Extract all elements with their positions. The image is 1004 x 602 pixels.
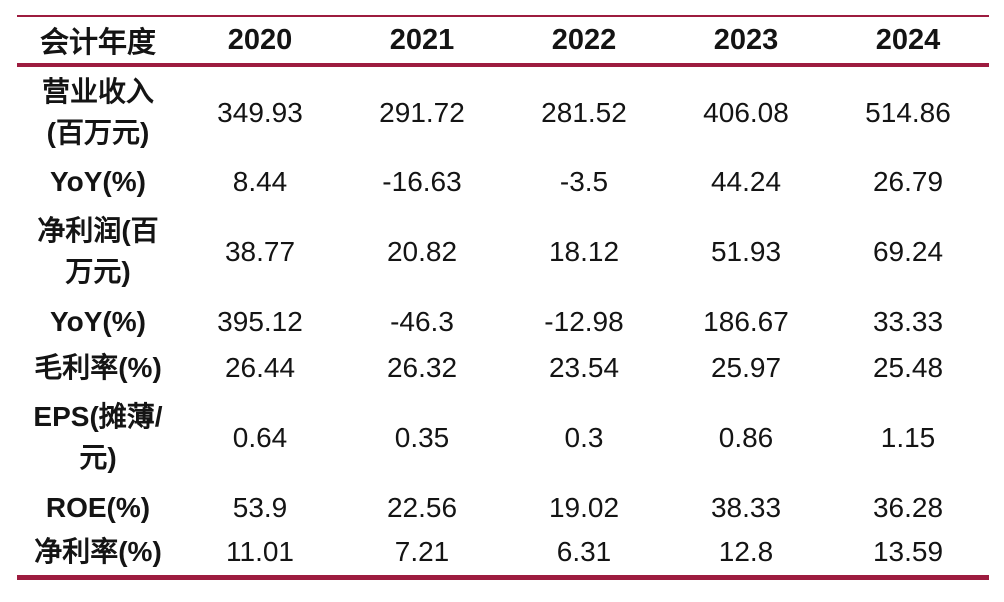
metric-label: YoY(%) <box>50 305 146 337</box>
fiscal-year-table: 会计年度 2020 2021 2022 2023 2024 营业收入 (百万元)… <box>17 15 989 580</box>
metric-value: 25.48 <box>872 351 944 383</box>
metric-value: 38.77 <box>224 235 296 267</box>
metric-value: 33.33 <box>872 305 944 337</box>
table-row-net-margin: 净利率(%) 11.01 7.21 6.31 12.8 13.59 <box>17 531 989 577</box>
metric-value: 26.32 <box>386 351 458 383</box>
metric-value: 0.3 <box>564 421 604 453</box>
metric-value: 19.02 <box>548 491 620 523</box>
table-header-row: 会计年度 2020 2021 2022 2023 2024 <box>17 16 989 65</box>
metric-label: 毛利率(%) <box>34 351 162 383</box>
table-row-roe: ROE(%) 53.9 22.56 19.02 38.33 36.28 <box>17 485 989 531</box>
metric-label: EPS(摊薄/ 元) <box>33 401 163 473</box>
metric-value: 6.31 <box>556 536 612 568</box>
table-row-net-profit: 净利润(百 万元) 38.77 20.82 18.12 51.93 69.24 <box>17 205 989 299</box>
metric-value: 7.21 <box>394 536 450 568</box>
column-header-2023: 2023 <box>713 23 779 56</box>
metric-value: 12.8 <box>718 536 774 568</box>
metric-value: 0.64 <box>232 421 288 453</box>
metric-value: 23.54 <box>548 351 620 383</box>
table-row-revenue: 营业收入 (百万元) 349.93 291.72 281.52 406.08 5… <box>17 65 989 159</box>
metric-value: 0.35 <box>394 421 450 453</box>
column-header-fiscal-year: 会计年度 <box>39 27 156 59</box>
metric-value: 18.12 <box>548 235 620 267</box>
metric-value: 406.08 <box>703 96 789 128</box>
metric-value: 395.12 <box>217 305 303 337</box>
metric-label: 净利润(百 万元) <box>37 215 159 287</box>
metric-value: 0.86 <box>718 421 774 453</box>
metric-value: 281.52 <box>541 96 627 128</box>
metric-value: 38.33 <box>710 491 782 523</box>
metric-label: 净利率(%) <box>34 536 162 568</box>
metric-value: 26.79 <box>872 165 944 197</box>
table-row-revenue-yoy: YoY(%) 8.44 -16.63 -3.5 44.24 26.79 <box>17 159 989 205</box>
financial-summary-table: 会计年度 2020 2021 2022 2023 2024 营业收入 (百万元)… <box>17 15 989 580</box>
metric-value: 25.97 <box>710 351 782 383</box>
metric-value: 186.67 <box>703 305 789 337</box>
column-header-2020: 2020 <box>227 23 293 56</box>
metric-value: 349.93 <box>217 96 303 128</box>
metric-label: YoY(%) <box>50 165 146 197</box>
metric-value: -3.5 <box>559 165 609 197</box>
table-row-net-profit-yoy: YoY(%) 395.12 -46.3 -12.98 186.67 33.33 <box>17 299 989 345</box>
metric-value: -16.63 <box>382 165 462 197</box>
metric-value: 8.44 <box>232 165 288 197</box>
column-header-2021: 2021 <box>389 23 455 56</box>
metric-value: 69.24 <box>872 235 944 267</box>
metric-value: 20.82 <box>386 235 458 267</box>
metric-value: 13.59 <box>872 536 944 568</box>
metric-value: 51.93 <box>710 235 782 267</box>
column-header-2022: 2022 <box>551 23 617 56</box>
metric-value: 11.01 <box>226 536 294 568</box>
metric-value: 26.44 <box>224 351 296 383</box>
metric-value: 514.86 <box>865 96 951 128</box>
table-row-gross-margin: 毛利率(%) 26.44 26.32 23.54 25.97 25.48 <box>17 345 989 391</box>
metric-value: 291.72 <box>379 96 465 128</box>
column-header-2024: 2024 <box>875 23 941 56</box>
metric-value: 36.28 <box>872 491 944 523</box>
metric-value: 53.9 <box>232 491 288 523</box>
metric-value: 44.24 <box>710 165 782 197</box>
metric-value: 1.15 <box>880 421 936 453</box>
metric-label: 营业收入 (百万元) <box>41 76 154 148</box>
metric-value: -12.98 <box>544 305 624 337</box>
metric-value: -46.3 <box>390 305 454 337</box>
metric-label: ROE(%) <box>45 491 151 523</box>
metric-value: 22.56 <box>386 491 458 523</box>
table-row-eps: EPS(摊薄/ 元) 0.64 0.35 0.3 0.86 1.15 <box>17 391 989 485</box>
